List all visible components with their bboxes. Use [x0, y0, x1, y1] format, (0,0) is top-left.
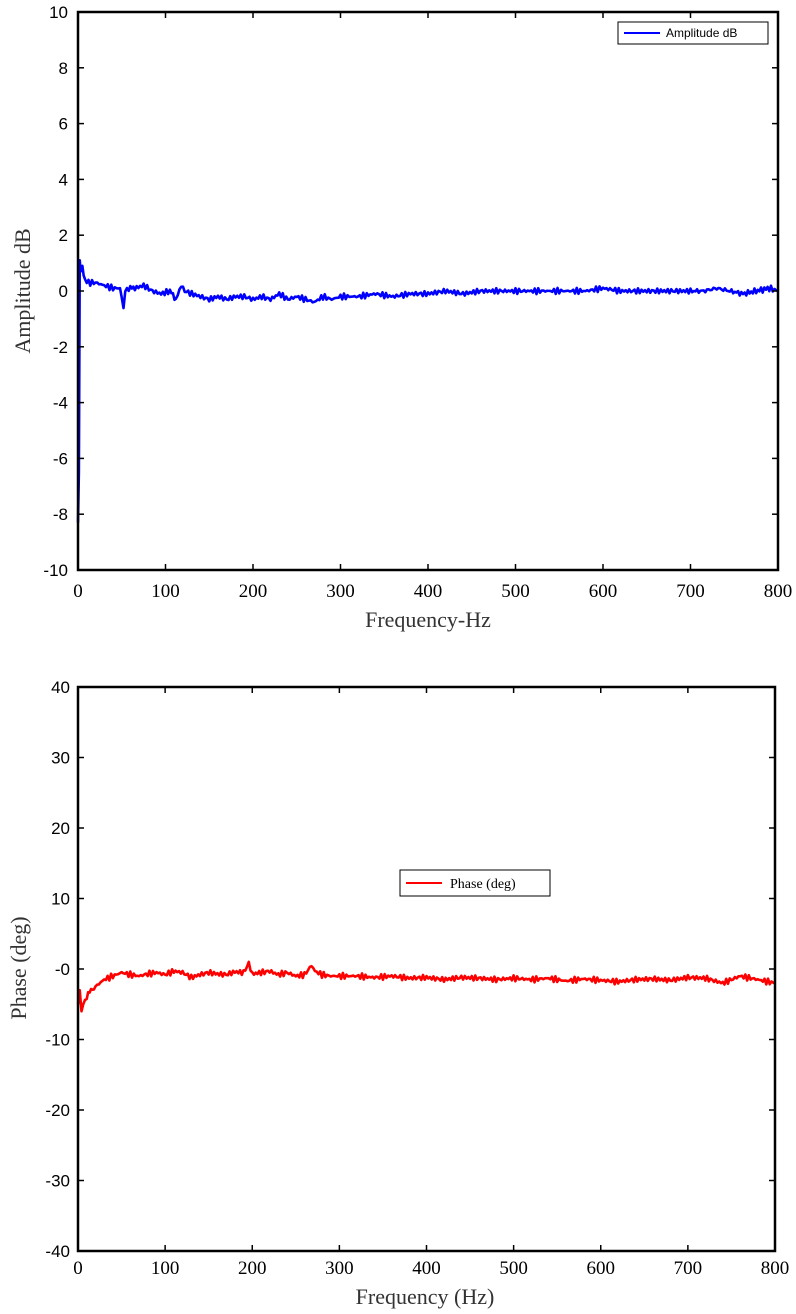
amplitude-legend-label: Amplitude dB [666, 26, 737, 40]
phase-series-group [76, 960, 776, 1013]
amplitude-y-tick-label: 2 [59, 226, 68, 245]
amplitude-x-tick-label: 200 [239, 581, 268, 602]
amplitude-y-tick-label: -6 [53, 449, 68, 468]
amplitude-x-tick-label: 700 [676, 581, 705, 602]
amplitude-y-tick-label: 0 [59, 282, 68, 301]
amplitude-x-tick-label: 800 [764, 581, 793, 602]
phase-y-tick-label: 10 [51, 890, 70, 909]
phase-y-tick-label: -0 [55, 960, 70, 979]
amplitude-x-tick-label: 100 [151, 581, 180, 602]
phase-x-tick-label: 500 [499, 1258, 528, 1279]
phase-x-axis-title: Frequency (Hz) [356, 1284, 495, 1309]
amplitude-legend: Amplitude dB [617, 21, 769, 45]
phase-chart: -40 -30 -20 -10 -0 10 20 30 40 0 100 200 300 400 500 6… [6, 678, 789, 1309]
phase-x-tick-label: 100 [151, 1258, 180, 1279]
amplitude-x-tick-label: 300 [326, 581, 355, 602]
phase-x-tick-label: 400 [412, 1258, 441, 1279]
phase-y-tick-label: 30 [51, 749, 70, 768]
amplitude-x-tick-label: 0 [73, 581, 83, 602]
phase-x-tick-label: 800 [761, 1258, 790, 1279]
phase-x-tick-label: 700 [674, 1258, 703, 1279]
amplitude-y-axis-title: Amplitude dB [10, 228, 35, 353]
phase-y-ticks: -40 -30 -20 -10 -0 10 20 30 40 [45, 678, 775, 1261]
amplitude-y-tick-label: -2 [53, 338, 68, 357]
phase-x-tick-label: 300 [325, 1258, 354, 1279]
amplitude-x-tick-label: 600 [589, 581, 618, 602]
amplitude-y-tick-label: 4 [59, 170, 68, 189]
phase-x-ticks: 0 100 200 300 400 500 600 700 800 [73, 687, 789, 1279]
phase-y-axis-title: Phase (deg) [6, 916, 31, 1019]
phase-x-tick-label: 600 [587, 1258, 616, 1279]
phase-y-tick-label: -10 [45, 1031, 70, 1050]
amplitude-y-tick-label: -10 [43, 561, 68, 580]
amplitude-y-tick-label: -4 [53, 394, 68, 413]
amplitude-y-tick-label: 8 [59, 59, 68, 78]
amplitude-series-group [76, 259, 779, 523]
amplitude-x-ticks: 0 100 200 300 400 500 600 700 800 [73, 12, 792, 602]
phase-x-tick-label: 0 [73, 1258, 83, 1279]
amplitude-x-tick-label: 400 [414, 581, 443, 602]
phase-y-tick-label: -30 [45, 1172, 70, 1191]
phase-y-tick-label: 40 [51, 678, 70, 697]
amplitude-y-ticks: -10 -8 -6 -4 -2 0 2 4 6 8 10 [43, 3, 778, 580]
amplitude-chart: -10 -8 -6 -4 -2 0 2 4 6 8 10 0 100 200 300 400 500 600 70… [10, 3, 792, 632]
amplitude-series-line [76, 259, 779, 523]
amplitude-y-tick-label: 6 [59, 115, 68, 134]
amplitude-y-tick-label: -8 [53, 505, 68, 524]
phase-plot-frame [76, 685, 777, 1253]
phase-legend: Phase (deg) [399, 869, 551, 897]
amplitude-x-axis-title: Frequency-Hz [365, 607, 491, 632]
phase-series-line [76, 960, 776, 1013]
phase-legend-label: Phase (deg) [450, 877, 516, 892]
amplitude-legend-box [617, 21, 769, 45]
amplitude-x-tick-label: 500 [501, 581, 530, 602]
phase-y-tick-label: 20 [51, 819, 70, 838]
phase-y-tick-label: -20 [45, 1101, 70, 1120]
phase-y-tick-label: -40 [45, 1242, 70, 1261]
phase-x-tick-label: 200 [238, 1258, 267, 1279]
amplitude-y-tick-label: 10 [49, 3, 68, 22]
